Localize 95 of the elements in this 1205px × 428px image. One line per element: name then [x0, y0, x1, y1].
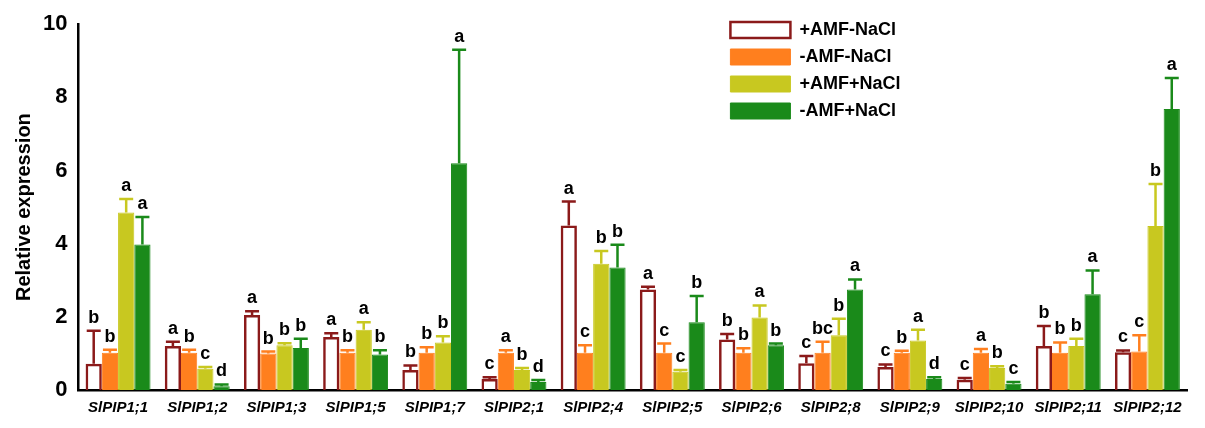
y-tick-label: 10 — [42, 10, 68, 36]
annotation: c — [200, 342, 211, 363]
annotation: b — [1038, 301, 1050, 322]
annotation: b — [341, 326, 353, 347]
bar — [181, 352, 198, 390]
annotation: bc — [812, 317, 834, 338]
annotation: a — [121, 175, 133, 196]
annotation: c — [1008, 357, 1019, 378]
x-tick-label: SlPIP1;1 — [88, 398, 149, 416]
bar — [767, 345, 784, 390]
y-tick-label: 6 — [55, 156, 68, 182]
legend-label: -AMF-NaCl — [799, 45, 892, 66]
x-tick-label: SlPIP1;2 — [167, 398, 228, 416]
annotation: b — [721, 310, 733, 330]
x-tick-label: SlPIP2;4 — [563, 398, 624, 416]
annotation: c — [659, 319, 670, 340]
annotation: b — [421, 323, 433, 344]
annotation: a — [754, 281, 766, 302]
x-tick-label: SlPIP2;11 — [1034, 398, 1102, 416]
annotation: d — [928, 353, 940, 374]
x-tick-label: SlPIP2;6 — [721, 398, 783, 416]
legend-label: -AMF+NaCl — [799, 99, 896, 120]
annotation: c — [484, 353, 495, 374]
annotation: a — [563, 177, 575, 198]
x-tick-label: SlPIP2;10 — [954, 398, 1024, 416]
y-tick-label: 2 — [55, 302, 68, 328]
annotation: b — [104, 325, 116, 346]
annotation: b — [1150, 160, 1162, 181]
annotation: a — [912, 305, 924, 326]
bar — [197, 368, 214, 390]
legend-label: +AMF+NaCl — [799, 72, 901, 93]
annotation: b — [1070, 314, 1082, 335]
annotation: a — [1166, 53, 1178, 74]
x-tick-label: SlPIP1;3 — [246, 398, 308, 416]
bar — [101, 352, 119, 390]
annotation: b — [833, 294, 845, 315]
bar — [260, 353, 277, 390]
annotation: c — [959, 353, 970, 374]
annotation: b — [279, 319, 291, 340]
bar — [513, 369, 531, 390]
annotation: a — [642, 262, 654, 283]
bar — [339, 352, 356, 390]
annotation: a — [850, 255, 862, 276]
y-tick-label: 4 — [55, 229, 69, 255]
x-tick-label: SlPIP2;8 — [800, 398, 862, 416]
annotation: b — [88, 306, 100, 327]
annotation: a — [500, 326, 512, 347]
annotation: b — [770, 319, 782, 340]
annotation: b — [1054, 318, 1066, 339]
bar — [972, 352, 990, 390]
annotation: a — [167, 317, 179, 338]
annotation: c — [580, 321, 591, 342]
bar — [893, 352, 910, 390]
annotation: b — [437, 312, 449, 333]
annotation: a — [326, 309, 338, 330]
x-tick-label: SlPIP2;9 — [879, 398, 941, 416]
annotation: a — [247, 287, 259, 308]
y-tick-label: 8 — [55, 83, 68, 109]
bar — [497, 352, 514, 390]
annotation: b — [183, 325, 195, 346]
annotation: b — [262, 327, 274, 348]
bar — [1005, 383, 1022, 390]
annotation: b — [374, 326, 386, 347]
bar — [989, 368, 1006, 390]
annotation: d — [532, 356, 544, 377]
annotation: c — [801, 331, 812, 352]
x-tick-label: SlPIP2;1 — [483, 398, 544, 416]
annotation: b — [595, 226, 607, 247]
annotation: a — [975, 325, 987, 345]
annotation: b — [404, 341, 416, 362]
annotation: b — [611, 220, 623, 241]
bar — [276, 345, 293, 390]
annotation: b — [991, 342, 1003, 363]
y-axis-title: Relative expression — [11, 113, 34, 302]
annotation: b — [691, 271, 703, 292]
annotation: b — [737, 324, 749, 345]
annotation: a — [1087, 246, 1099, 267]
annotation: b — [295, 314, 307, 335]
annotation: c — [675, 345, 686, 366]
annotation: b — [516, 344, 528, 365]
bar — [530, 381, 547, 390]
y-tick-label: 0 — [55, 376, 68, 402]
annotation: d — [216, 360, 228, 381]
x-tick-label: SlPIP1;7 — [404, 398, 466, 416]
x-tick-label: SlPIP2;5 — [642, 398, 703, 416]
annotation: a — [358, 298, 370, 319]
annotation: c — [880, 340, 891, 361]
annotation: c — [1118, 326, 1129, 347]
annotation: a — [137, 192, 149, 213]
x-tick-label: SlPIP2;12 — [1113, 398, 1183, 416]
annotation: a — [454, 25, 466, 46]
annotation: b — [896, 326, 908, 347]
annotation: c — [1134, 311, 1145, 332]
x-tick-label: SlPIP1;5 — [325, 398, 387, 416]
legend-label: +AMF-NaCl — [799, 18, 896, 39]
